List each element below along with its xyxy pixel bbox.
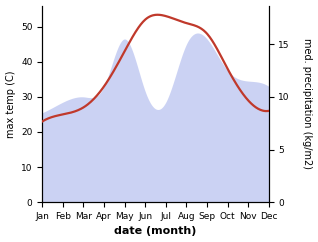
Y-axis label: med. precipitation (kg/m2): med. precipitation (kg/m2) [302,38,313,169]
Y-axis label: max temp (C): max temp (C) [5,70,16,138]
X-axis label: date (month): date (month) [114,227,197,236]
